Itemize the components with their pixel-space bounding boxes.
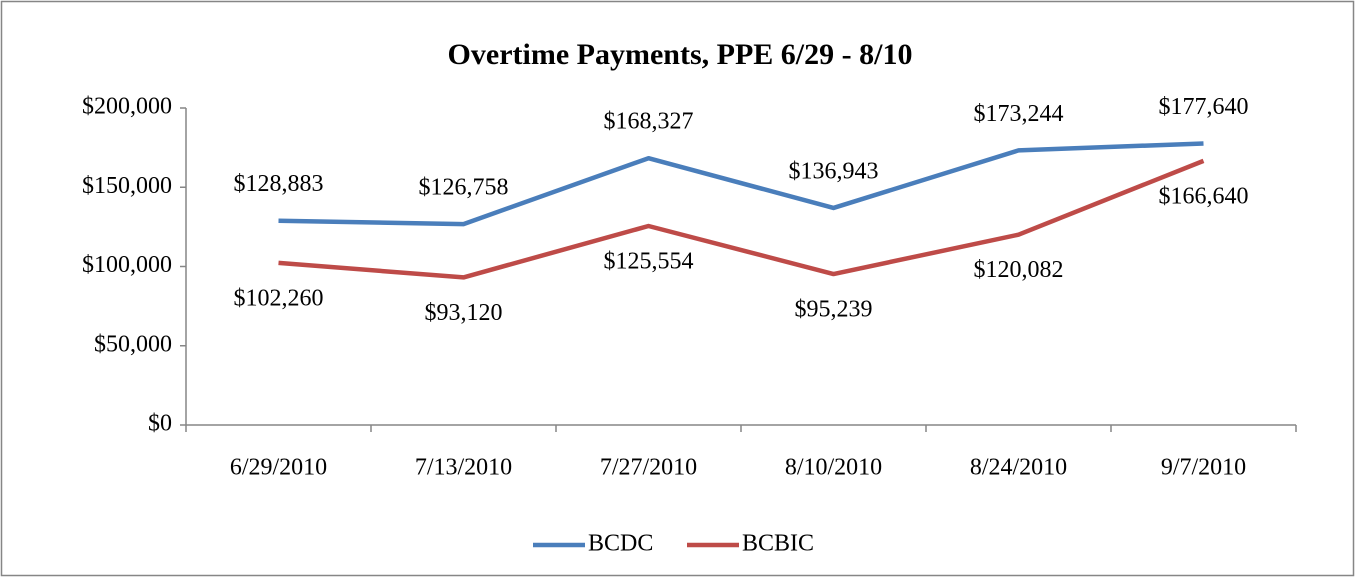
data-label: $125,554 (604, 248, 694, 274)
data-label: $102,260 (234, 285, 324, 311)
data-label: $128,883 (234, 171, 324, 197)
data-label: $95,239 (795, 297, 873, 323)
data-label: $177,640 (1159, 94, 1249, 120)
x-tick-label: 7/27/2010 (600, 455, 697, 481)
data-label: $120,082 (974, 257, 1064, 283)
data-label: $126,758 (419, 175, 509, 201)
y-tick-label: $50,000 (94, 331, 172, 357)
y-tick-label: $150,000 (82, 173, 172, 199)
legend-label: BCBIC (742, 531, 814, 557)
y-tick-label: $0 (148, 411, 172, 437)
x-tick-label: 7/13/2010 (415, 455, 512, 481)
data-label: $136,943 (789, 158, 879, 184)
x-tick-label: 9/7/2010 (1161, 455, 1246, 481)
data-label: $93,120 (425, 300, 503, 326)
chart-title: Overtime Payments, PPE 6/29 - 8/10 (448, 38, 913, 71)
x-tick-label: 8/24/2010 (970, 455, 1067, 481)
x-tick-label: 6/29/2010 (230, 455, 327, 481)
series-line (278, 141, 1204, 227)
legend-label: BCDC (588, 531, 653, 557)
y-tick-label: $100,000 (82, 252, 172, 278)
data-label: $168,327 (604, 109, 694, 135)
data-label: $173,244 (974, 101, 1064, 127)
x-tick-label: 8/10/2010 (785, 455, 882, 481)
data-label: $166,640 (1159, 183, 1249, 209)
y-tick-label: $200,000 (82, 94, 172, 120)
series-line (278, 158, 1205, 280)
